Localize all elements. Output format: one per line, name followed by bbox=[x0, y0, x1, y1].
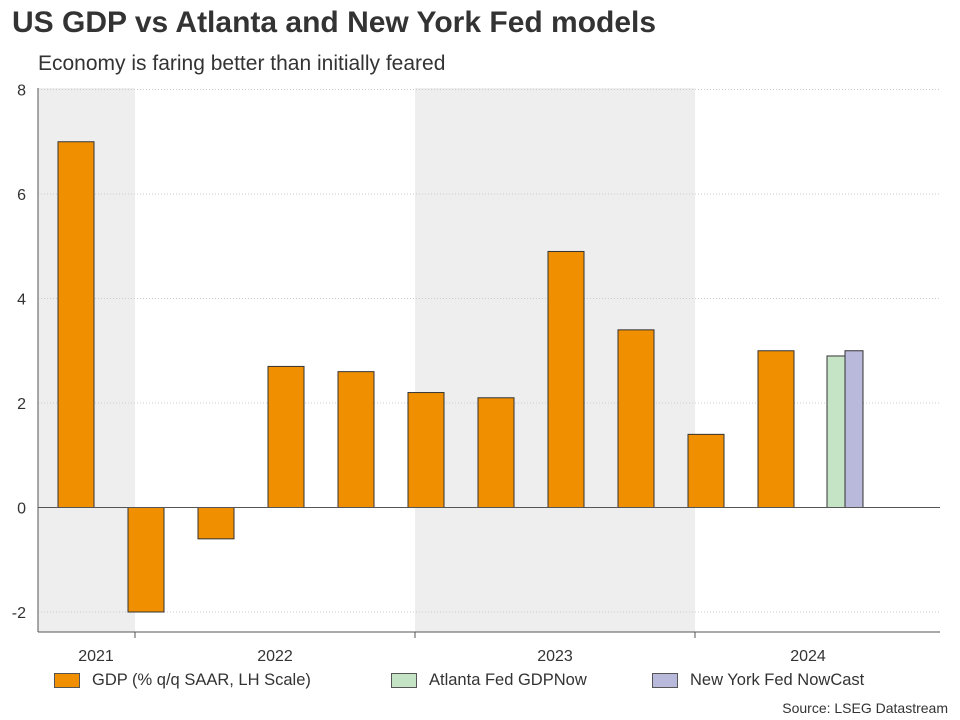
bar-gdp-2022Q1 bbox=[267, 365, 305, 508]
legend-swatch-gdp bbox=[54, 673, 80, 688]
bar-gdp-2023Q4 bbox=[757, 350, 795, 508]
legend-label-newyork: New York Fed NowCast bbox=[690, 671, 865, 689]
legend-item-atlanta: Atlanta Fed GDPNow bbox=[391, 671, 587, 690]
x-tick-label-2022: 2022 bbox=[257, 648, 293, 665]
legend: GDP (% q/q SAAR, LH Scale) Atlanta Fed G… bbox=[0, 671, 960, 697]
bar-gdp-2021Q4 bbox=[197, 507, 235, 540]
bar-gdp-2023Q3 bbox=[687, 433, 725, 509]
legend-swatch-newyork bbox=[652, 673, 678, 688]
bar-atlanta-nowcast bbox=[826, 355, 846, 508]
bar-gdp-2021Q1 bbox=[0, 335, 24, 507]
bar-gdp-2022Q3 bbox=[407, 392, 445, 508]
y-tick-label: 2 bbox=[17, 396, 26, 413]
legend-label-atlanta: Atlanta Fed GDPNow bbox=[429, 671, 587, 689]
x-tick-label-2021: 2021 bbox=[78, 648, 114, 665]
x-tick-label-2023: 2023 bbox=[537, 648, 573, 665]
y-tick-label: 6 bbox=[17, 187, 26, 204]
bar-gdp-2021Q3 bbox=[127, 507, 165, 613]
legend-item-newyork: New York Fed NowCast bbox=[652, 671, 864, 690]
legend-item-gdp: GDP (% q/q SAAR, LH Scale) bbox=[54, 671, 311, 690]
chart-title: US GDP vs Atlanta and New York Fed model… bbox=[12, 6, 657, 39]
bar-gdp-2022Q4 bbox=[477, 397, 515, 508]
bar-gdp-2023Q1 bbox=[547, 250, 585, 508]
bar-gdp-2023Q2 bbox=[617, 329, 655, 508]
bar-gdp-2022Q2 bbox=[337, 371, 375, 508]
y-tick-label: 4 bbox=[17, 292, 26, 309]
bar-gdp-2021Q2 bbox=[57, 141, 95, 508]
chart-subtitle: Economy is faring better than initially … bbox=[38, 52, 446, 75]
source-note: Source: LSEG Datastream bbox=[782, 700, 948, 716]
x-tick-label-2024: 2024 bbox=[790, 648, 826, 665]
legend-label-gdp: GDP (% q/q SAAR, LH Scale) bbox=[92, 671, 311, 689]
y-tick-label: 8 bbox=[17, 83, 26, 100]
bar-newyork-nowcast bbox=[844, 350, 864, 508]
legend-swatch-atlanta bbox=[391, 673, 417, 688]
y-tick-label: 0 bbox=[17, 501, 26, 518]
y-tick-label: -2 bbox=[12, 605, 26, 622]
